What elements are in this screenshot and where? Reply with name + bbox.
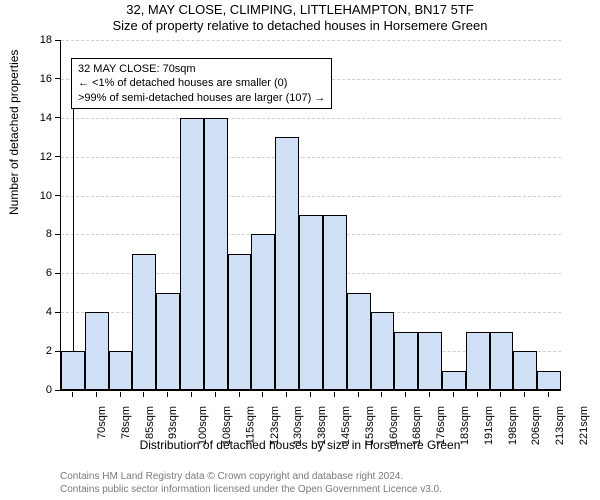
- y-tick-label: 10: [40, 190, 52, 202]
- y-tick-label: 6: [46, 267, 52, 279]
- x-tick-label: 78sqm: [120, 406, 132, 439]
- plot-area: 32 MAY CLOSE: 70sqm ← <1% of detached ho…: [60, 40, 561, 391]
- histogram-bar: [537, 371, 561, 390]
- histogram-bar: [132, 254, 156, 390]
- histogram-bar: [204, 118, 228, 390]
- histogram-bar: [85, 312, 109, 390]
- x-axis-title: Distribution of detached houses by size …: [0, 438, 600, 452]
- x-tick-label: 93sqm: [167, 406, 179, 439]
- subject-marker-line: [73, 102, 74, 351]
- footer-line-2: Contains public sector information licen…: [60, 483, 442, 496]
- x-axis-labels: 70sqm78sqm85sqm93sqm100sqm108sqm115sqm12…: [60, 392, 560, 437]
- x-tick-label: 70sqm: [96, 406, 108, 439]
- annotation-box: 32 MAY CLOSE: 70sqm ← <1% of detached ho…: [71, 58, 332, 109]
- histogram-bar: [490, 332, 514, 390]
- gridline: [61, 118, 561, 119]
- gridline: [61, 40, 561, 41]
- y-tick-label: 2: [46, 345, 52, 357]
- chart-title-sub: Size of property relative to detached ho…: [0, 18, 600, 33]
- y-tick-label: 8: [46, 228, 52, 240]
- histogram-bar: [371, 312, 395, 390]
- y-axis-labels: 024681012141618: [0, 40, 56, 390]
- histogram-bar: [109, 351, 133, 390]
- annotation-line-3: >99% of semi-detached houses are larger …: [78, 91, 325, 105]
- histogram-bar: [180, 118, 204, 390]
- annotation-line-1: 32 MAY CLOSE: 70sqm: [78, 62, 325, 76]
- histogram-bar: [275, 137, 299, 390]
- histogram-bar: [156, 293, 180, 390]
- chart-title-main: 32, MAY CLOSE, CLIMPING, LITTLEHAMPTON, …: [0, 2, 600, 17]
- histogram-bar: [228, 254, 252, 390]
- histogram-bar: [347, 293, 371, 390]
- y-tick-label: 14: [40, 112, 52, 124]
- histogram-bar: [251, 234, 275, 390]
- chart-container: 32, MAY CLOSE, CLIMPING, LITTLEHAMPTON, …: [0, 0, 600, 500]
- y-tick-label: 16: [40, 73, 52, 85]
- histogram-bar: [513, 351, 537, 390]
- histogram-bar: [394, 332, 418, 390]
- y-tick-label: 0: [46, 384, 52, 396]
- y-tick-label: 18: [40, 34, 52, 46]
- histogram-bar: [442, 371, 466, 390]
- histogram-bar: [323, 215, 347, 390]
- histogram-bar: [61, 351, 85, 390]
- y-tick-label: 12: [40, 151, 52, 163]
- footer: Contains HM Land Registry data © Crown c…: [60, 470, 442, 496]
- histogram-bar: [466, 332, 490, 390]
- gridline: [61, 157, 561, 158]
- histogram-bar: [418, 332, 442, 390]
- gridline: [61, 196, 561, 197]
- histogram-bar: [299, 215, 323, 390]
- footer-line-1: Contains HM Land Registry data © Crown c…: [60, 470, 442, 483]
- x-tick-label: 85sqm: [144, 406, 156, 439]
- annotation-line-2: ← <1% of detached houses are smaller (0): [78, 76, 325, 90]
- y-tick-label: 4: [46, 306, 52, 318]
